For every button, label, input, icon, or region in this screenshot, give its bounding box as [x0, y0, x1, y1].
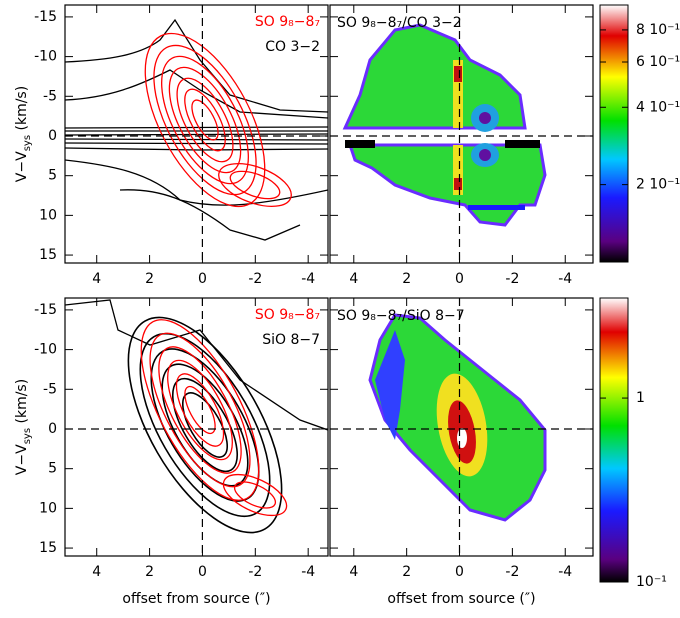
- x-tick-label: 4: [92, 564, 101, 580]
- ratio-map: [342, 23, 547, 227]
- y-axis-label-part: V−V: [14, 151, 30, 182]
- y-tick-label: 0: [48, 421, 57, 437]
- map-label: SO 9₈−8₇/SiO 8−7: [337, 308, 465, 324]
- x-tick-label: 0: [198, 271, 207, 287]
- legend-entry: SO 9₈−8₇: [255, 307, 320, 323]
- x-axis-label: offset from source (″): [387, 591, 535, 607]
- x-tick-label: -4: [558, 564, 572, 580]
- legend-entry: SiO 8−7: [262, 332, 320, 348]
- x-tick-label: -4: [301, 271, 315, 287]
- x-tick-label: -2: [505, 564, 519, 580]
- y-axis-label: V−Vsys (km/s): [14, 379, 33, 475]
- x-tick-label: 2: [145, 564, 154, 580]
- y-axis-label: V−Vsys (km/s): [14, 86, 33, 182]
- y-tick-label: -5: [43, 88, 57, 104]
- plot-frame: [329, 4, 594, 264]
- y-tick-label: 0: [48, 128, 57, 144]
- legend-entry: CO 3−2: [265, 39, 320, 55]
- plot-frame: [64, 297, 329, 557]
- x-tick-label: 2: [402, 564, 411, 580]
- colorbar-tick-label: 4 10⁻¹: [636, 99, 680, 115]
- ratio-map: [368, 313, 547, 522]
- y-tick-label: 5: [48, 461, 57, 477]
- x-tick-label: 0: [198, 564, 207, 580]
- x-tick-label: 2: [402, 271, 411, 287]
- y-tick-label: -15: [34, 9, 57, 25]
- plot-frame: [329, 297, 594, 557]
- y-tick-label: 10: [39, 207, 57, 223]
- x-tick-label: -2: [248, 564, 262, 580]
- y-tick-label: -10: [34, 49, 57, 65]
- map-label: SO 9₈−8₇/CO 3−2: [337, 15, 462, 31]
- colorbar-tick-label: 2 10⁻¹: [636, 177, 680, 193]
- x-tick-label: 4: [349, 564, 358, 580]
- colorbar-tick-label: 6 10⁻¹: [636, 54, 680, 70]
- y-axis-label-part: sys: [22, 135, 33, 151]
- y-tick-label: 5: [48, 168, 57, 184]
- x-tick-label: 4: [349, 271, 358, 287]
- colorbar-tick-label: 10⁻¹: [636, 574, 667, 590]
- colorbar: [599, 297, 629, 583]
- colorbar: [599, 4, 629, 263]
- x-tick-label: 0: [455, 271, 464, 287]
- contour-map: [65, 299, 328, 534]
- reference-lines: [65, 5, 593, 556]
- x-tick-label: -2: [248, 271, 262, 287]
- legend-entry: SO 9₈−8₇: [255, 14, 320, 30]
- x-tick-label: 0: [455, 564, 464, 580]
- y-tick-label: -15: [34, 302, 57, 318]
- x-tick-label: -4: [558, 271, 572, 287]
- x-tick-label: -2: [505, 271, 519, 287]
- y-axis-label-part: sys: [22, 428, 33, 444]
- x-axis-label: offset from source (″): [122, 591, 270, 607]
- colorbar-tick-label: 1: [636, 390, 645, 406]
- y-axis-label-part: (km/s): [14, 379, 30, 428]
- y-tick-label: -5: [43, 381, 57, 397]
- y-axis-label-part: V−V: [14, 444, 30, 475]
- x-tick-label: 4: [92, 271, 101, 287]
- y-tick-label: 15: [39, 247, 57, 263]
- x-tick-label: -4: [301, 564, 315, 580]
- plot-frame: [64, 4, 329, 264]
- y-tick-label: 15: [39, 540, 57, 556]
- y-tick-label: -10: [34, 342, 57, 358]
- contour-map: [65, 18, 328, 241]
- x-tick-label: 2: [145, 271, 154, 287]
- y-axis-label-part: (km/s): [14, 86, 30, 135]
- y-tick-label: 10: [39, 500, 57, 516]
- colorbar-tick-label: 8 10⁻¹: [636, 22, 680, 38]
